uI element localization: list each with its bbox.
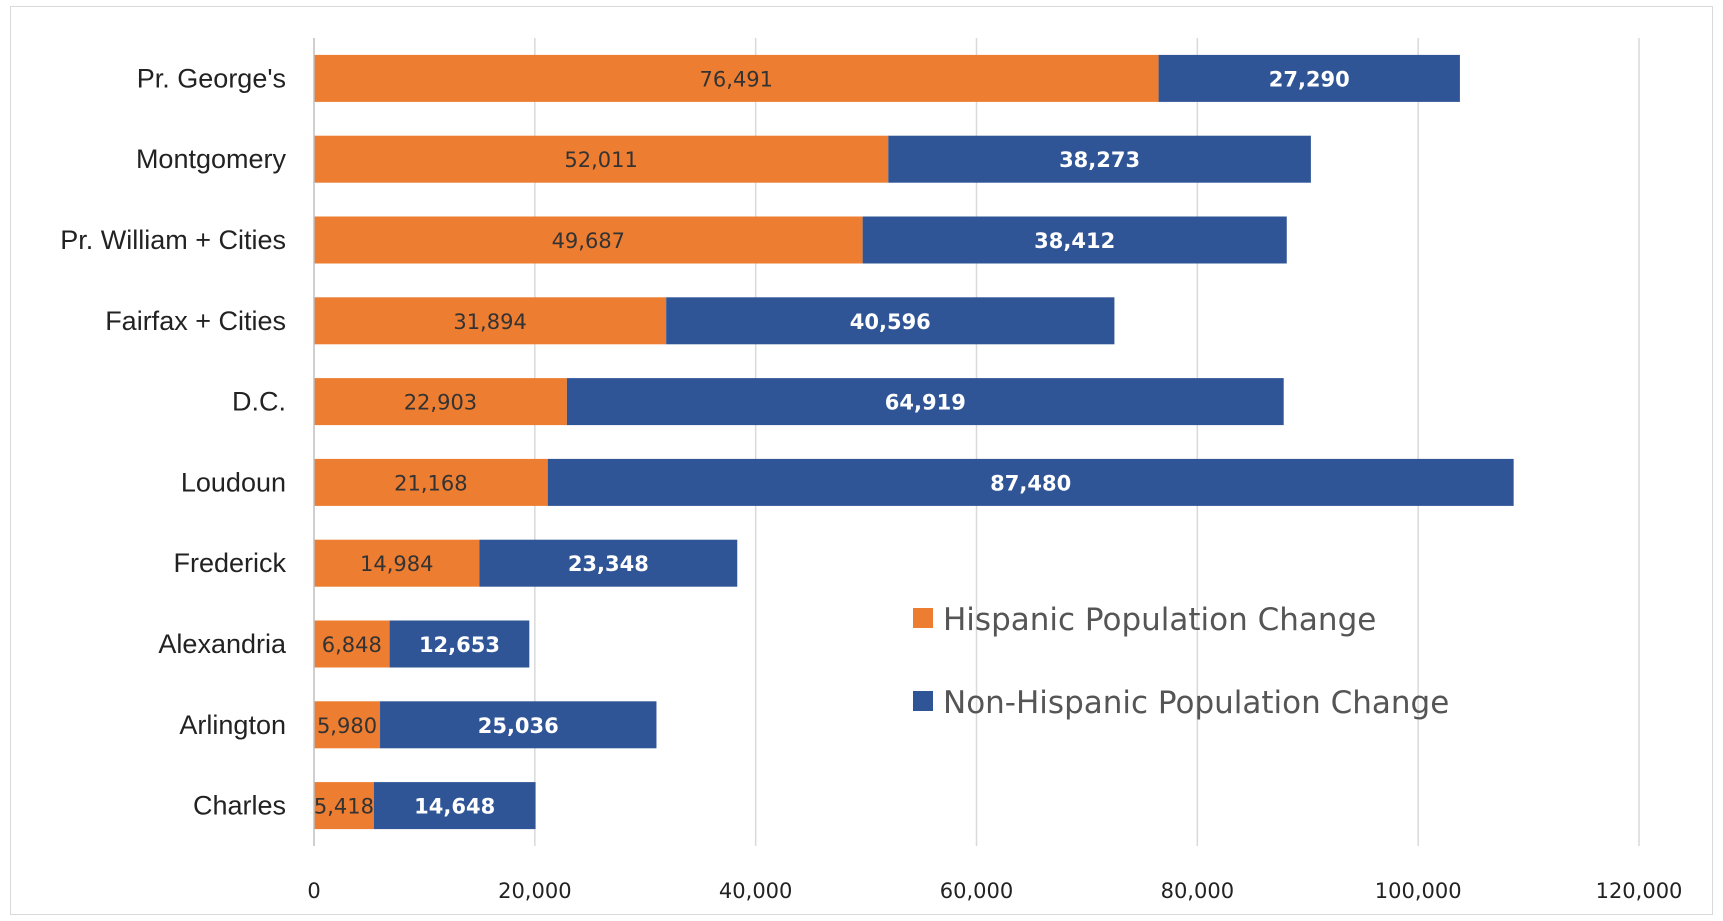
data-label: 52,011: [564, 148, 637, 172]
data-label: 6,848: [322, 633, 382, 657]
category-label: Pr. William + Cities: [60, 225, 286, 255]
x-tick-label: 40,000: [719, 879, 792, 903]
bar-segment-non-hispanic: [566, 378, 1284, 426]
data-label: 31,894: [453, 310, 526, 334]
data-label: 49,687: [552, 229, 625, 253]
bars: 76,491 27,290 52,011 38,273 49,687 38,412 31,8…: [314, 54, 1514, 830]
bar-segment-hispanic: [314, 620, 390, 668]
category-label: Fairfax + Cities: [105, 306, 286, 336]
bar-segment-hispanic: [314, 135, 889, 183]
category-label: D.C.: [232, 387, 286, 417]
x-tick-label: 120,000: [1596, 879, 1683, 903]
x-tick-label: 20,000: [498, 879, 571, 903]
category-label: Pr. George's: [137, 63, 286, 93]
data-label: 40,596: [850, 310, 931, 334]
category-label: Arlington: [179, 710, 286, 740]
category-label: Loudoun: [181, 467, 286, 497]
data-label: 12,653: [419, 633, 500, 657]
bar-segment-non-hispanic: [862, 216, 1287, 264]
category-label: Charles: [193, 791, 286, 821]
bar-segment-non-hispanic: [1158, 54, 1460, 102]
legend: Hispanic Population Change Non-Hispanic …: [913, 602, 1449, 721]
category-label: Montgomery: [136, 144, 287, 174]
data-label: 23,348: [568, 552, 649, 576]
data-label: 38,412: [1034, 229, 1115, 253]
legend-swatch-non-hispanic: [913, 691, 933, 711]
bar-segment-hispanic: [314, 378, 567, 426]
x-tick-labels: 0 20,000 40,000 60,000 80,000 100,000 120,000: [307, 879, 1682, 903]
bar-segment-hispanic: [314, 54, 1159, 102]
x-tick-label: 80,000: [1161, 879, 1234, 903]
bar-segment-hispanic: [314, 216, 863, 264]
data-label: 27,290: [1269, 67, 1350, 91]
data-label: 25,036: [478, 714, 559, 738]
x-tick-label: 100,000: [1375, 879, 1462, 903]
data-label: 21,168: [394, 471, 467, 495]
legend-label-non-hispanic: Non-Hispanic Population Change: [943, 685, 1449, 721]
bar-segment-non-hispanic: [380, 701, 657, 749]
bar-segment-hispanic: [314, 458, 548, 506]
data-label: 87,480: [990, 471, 1071, 495]
data-label: 14,984: [360, 552, 433, 576]
bar-segment-hispanic: [314, 539, 480, 587]
category-labels: Pr. George's Montgomery Pr. William + Citi…: [60, 63, 287, 820]
bar-segment-non-hispanic: [389, 620, 530, 668]
data-label: 64,919: [885, 391, 966, 415]
data-label: 38,273: [1059, 148, 1140, 172]
data-label: 22,903: [404, 391, 477, 415]
bar-segment-non-hispanic: [479, 539, 738, 587]
bar-segment-non-hispanic: [888, 135, 1311, 183]
bar-segment-non-hispanic: [373, 782, 536, 830]
category-label: Alexandria: [158, 629, 287, 659]
legend-label-hispanic: Hispanic Population Change: [943, 602, 1376, 638]
data-label: 5,980: [317, 714, 377, 738]
legend-swatch-hispanic: [913, 608, 933, 628]
data-label: 5,418: [314, 795, 374, 819]
bar-segment-non-hispanic: [547, 458, 1514, 506]
category-label: Frederick: [173, 548, 286, 578]
x-tick-label: 60,000: [940, 879, 1013, 903]
bar-segment-hispanic: [314, 782, 374, 830]
x-tick-label: 0: [307, 879, 320, 903]
bar-segment-hispanic: [314, 297, 667, 345]
bar-segment-non-hispanic: [666, 297, 1115, 345]
data-label: 76,491: [700, 67, 773, 91]
bar-segment-hispanic: [314, 701, 381, 749]
data-label: 14,648: [414, 795, 495, 819]
